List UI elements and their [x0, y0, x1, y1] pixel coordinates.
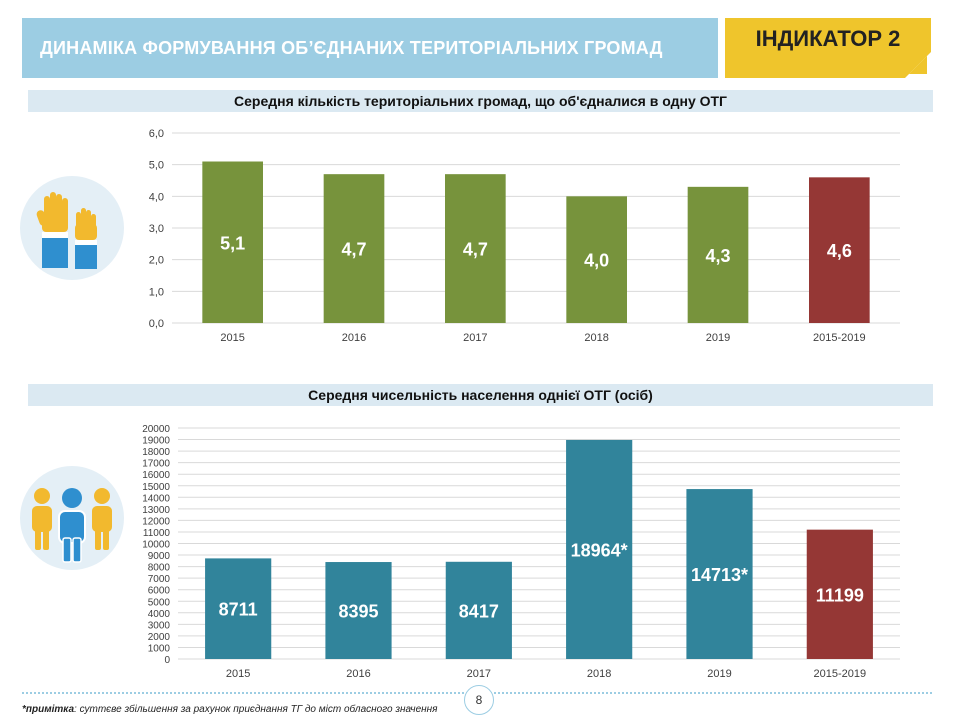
- y-tick-label: 5,0: [149, 160, 164, 172]
- bar-2018: [566, 439, 633, 659]
- indicator-label: ІНДИКАТОР 2: [755, 26, 901, 51]
- x-tick-label: 2015-2019: [814, 668, 867, 680]
- data-label: 5,1: [220, 233, 245, 253]
- page-number: 8: [464, 685, 494, 715]
- chart2-title: Середня чисельність населення однієї ОТГ…: [28, 384, 933, 406]
- page-title-banner: ДИНАМІКА ФОРМУВАННЯ ОБ’ЄДНАНИХ ТЕРИТОРІА…: [22, 18, 718, 78]
- footnote: *примітка: суттєве збільшення за рахунок…: [22, 704, 437, 715]
- y-tick-label: 15000: [142, 482, 170, 493]
- data-label: 8417: [459, 601, 499, 621]
- y-tick-label: 20000: [142, 424, 170, 435]
- data-label: 4,7: [341, 240, 366, 260]
- data-label: 11199: [816, 585, 864, 605]
- data-label: 4,6: [827, 241, 852, 261]
- y-tick-label: 11000: [143, 528, 171, 539]
- y-tick-label: 9000: [148, 551, 171, 562]
- y-tick-label: 6,0: [149, 128, 164, 140]
- data-label: 4,3: [705, 246, 730, 266]
- indicator-badge: ІНДИКАТОР 2: [725, 18, 931, 78]
- data-label: 4,0: [584, 251, 609, 271]
- x-tick-label: 2019: [707, 668, 731, 680]
- data-label: 14713*: [691, 565, 748, 585]
- y-tick-label: 2,0: [149, 255, 164, 267]
- x-tick-label: 2017: [463, 332, 487, 344]
- y-tick-label: 1,0: [149, 286, 164, 298]
- y-tick-label: 8000: [148, 563, 171, 574]
- page-title: ДИНАМІКА ФОРМУВАННЯ ОБ’ЄДНАНИХ ТЕРИТОРІА…: [40, 38, 663, 58]
- y-tick-label: 4000: [148, 609, 171, 620]
- bar-2019: [687, 186, 749, 323]
- chart1-title: Середня кількість територіальних громад,…: [28, 90, 933, 112]
- y-tick-label: 16000: [142, 470, 170, 481]
- bar-2015: [205, 558, 272, 659]
- y-tick-label: 3,0: [149, 223, 164, 235]
- x-tick-label: 2016: [342, 332, 366, 344]
- people-group-icon: [20, 466, 124, 570]
- x-tick-label: 2015-2019: [813, 332, 866, 344]
- bar-2015: [202, 161, 263, 323]
- y-tick-label: 5000: [148, 597, 171, 608]
- y-tick-label: 19000: [142, 436, 170, 447]
- bar-2019: [686, 489, 753, 659]
- y-tick-label: 0: [164, 655, 170, 666]
- bar-2015-2019: [809, 177, 870, 323]
- data-label: 4,7: [463, 240, 488, 260]
- raised-hands-icon: [20, 176, 124, 280]
- y-tick-label: 14000: [142, 493, 170, 504]
- x-tick-label: 2018: [587, 668, 611, 680]
- page-fold-inner-decoration: [909, 56, 927, 74]
- bar-2017: [445, 561, 512, 659]
- x-tick-label: 2018: [584, 332, 608, 344]
- y-tick-label: 6000: [148, 586, 171, 597]
- chart2-plot: 0100020003000400050006000700080009000100…: [142, 424, 900, 680]
- data-label: 8395: [338, 602, 378, 622]
- y-tick-label: 7000: [148, 574, 171, 585]
- y-tick-label: 4,0: [149, 191, 164, 203]
- x-tick-label: 2017: [467, 668, 491, 680]
- y-tick-label: 3000: [148, 620, 171, 631]
- y-tick-label: 10000: [142, 540, 170, 551]
- x-tick-label: 2019: [706, 332, 730, 344]
- y-tick-label: 17000: [142, 459, 170, 470]
- data-label: 8711: [219, 600, 258, 620]
- bar-2017: [445, 174, 506, 323]
- y-tick-label: 13000: [142, 505, 170, 516]
- chart1-plot: 0,0 1,0 2,0 3,0 4,0 5,0 6,0 5,1 2015 4,7 2016 4,7 20…: [149, 128, 900, 344]
- y-tick-label: 2000: [148, 632, 171, 643]
- y-tick-label: 0,0: [149, 318, 164, 330]
- bar-2015-2019: [806, 529, 873, 659]
- y-tick-label: 12000: [142, 516, 170, 527]
- data-label: 18964*: [571, 540, 628, 560]
- x-tick-label: 2016: [346, 668, 370, 680]
- x-tick-label: 2015: [226, 668, 250, 680]
- bar-2016: [325, 562, 392, 659]
- y-tick-label: 1000: [148, 643, 171, 654]
- bar-2016: [323, 174, 385, 323]
- x-tick-label: 2015: [220, 332, 244, 344]
- footnote-prefix: *примітка: [22, 704, 75, 715]
- bar-2018: [566, 196, 627, 323]
- y-tick-label: 18000: [142, 447, 170, 458]
- footnote-text: : суттєве збільшення за рахунок приєднан…: [74, 704, 438, 715]
